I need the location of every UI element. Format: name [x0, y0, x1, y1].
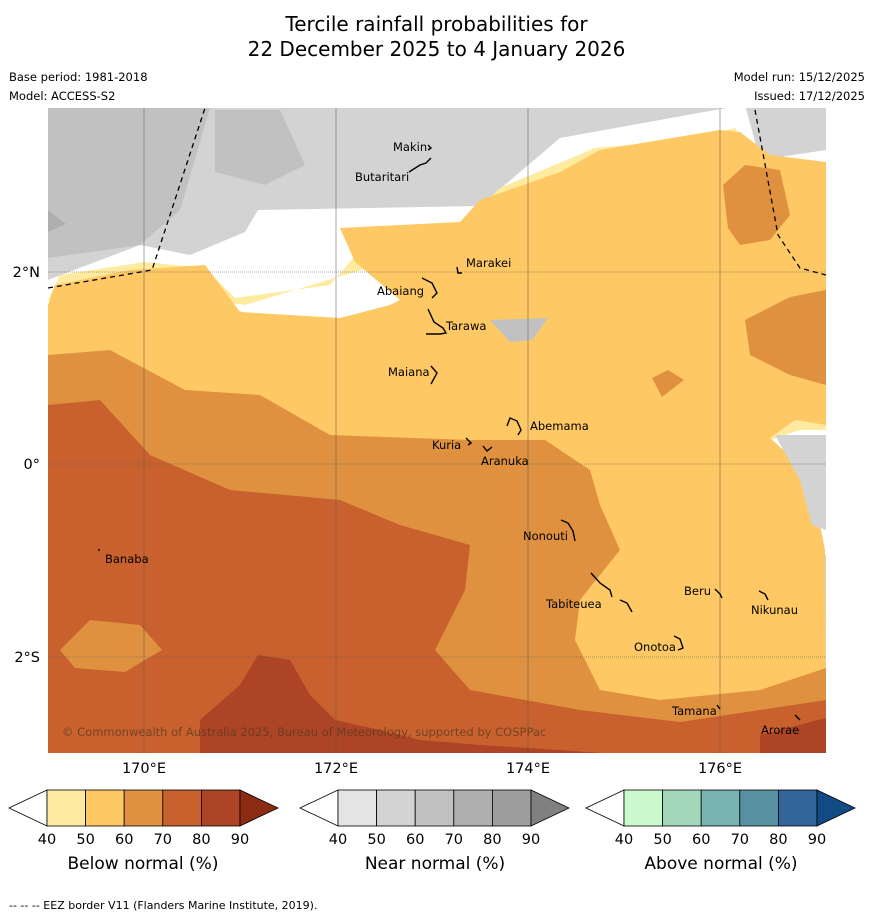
- issued-date: Issued: 17/12/2025: [754, 89, 865, 103]
- lat-label-2n: 2°N: [13, 265, 40, 281]
- near-colorbar-bin: [491, 789, 532, 827]
- above-colorbar-extend-high: [816, 789, 856, 827]
- near-normal-patch-east: [775, 435, 826, 530]
- above-colorbar-tick: 90: [808, 832, 826, 848]
- label-abaiang: Abaiang: [377, 284, 424, 298]
- below-colorbar-tick: 50: [76, 832, 94, 848]
- near-colorbar-tick: 60: [406, 832, 424, 848]
- lon-label-172e: 172°E: [314, 761, 358, 777]
- near-colorbar-extend-high: [530, 789, 570, 827]
- near-colorbar-bin: [414, 789, 455, 827]
- near-colorbar-bin: [453, 789, 493, 827]
- label-kuria: Kuria: [432, 438, 461, 452]
- above-colorbar-bin: [739, 789, 779, 827]
- lon-label-174e: 174°E: [506, 761, 550, 777]
- above-colorbar-extend-low: [585, 789, 625, 827]
- below-colorbar-bin: [162, 789, 202, 827]
- map-panel: Makin Butaritari Marakei Abaiang Tarawa …: [48, 108, 826, 753]
- below-colorbar-tick: 80: [192, 832, 210, 848]
- near-normal-patch-center: [490, 318, 548, 342]
- eez-border: [48, 108, 826, 289]
- title-line-2: 22 December 2025 to 4 January 2026: [247, 37, 626, 61]
- label-tarawa: Tarawa: [445, 319, 486, 333]
- near-colorbar-tick: 80: [483, 832, 501, 848]
- label-tabiteuea: Tabiteuea: [545, 597, 602, 611]
- below-colorbar-bin: [46, 789, 86, 827]
- below-colorbar-extend-low: [8, 789, 48, 827]
- lon-label-176e: 176°E: [698, 761, 742, 777]
- islands: [98, 144, 801, 721]
- colorbar-below-label: Below normal (%): [67, 854, 219, 874]
- map-title: Tercile rainfall probabilities for 22 De…: [0, 12, 873, 62]
- above-colorbar-tick: 50: [653, 832, 671, 848]
- meta-left: Base period: 1981-2018 Model: ACCESS-S2: [9, 68, 148, 106]
- near-colorbar-tick: 70: [445, 832, 463, 848]
- below-normal-70-patch-east-2: [745, 290, 826, 385]
- near-colorbar-bin: [376, 789, 416, 827]
- label-aranuka: Aranuka: [481, 454, 529, 468]
- colorbar-above-label: Above normal (%): [644, 854, 798, 874]
- label-maiana: Maiana: [388, 365, 430, 379]
- label-butaritari: Butaritari: [355, 170, 409, 184]
- above-colorbar-tick: 60: [692, 832, 710, 848]
- above-colorbar-bin: [662, 789, 702, 827]
- label-abemama: Abemama: [530, 419, 589, 433]
- above-colorbar-bin: [623, 789, 663, 827]
- lat-label-0: 0°: [24, 457, 40, 473]
- base-period: Base period: 1981-2018: [9, 70, 148, 84]
- lat-label-2s: 2°S: [14, 650, 40, 666]
- near-colorbar-tick: 40: [329, 832, 347, 848]
- below-colorbar-tick: 70: [154, 832, 172, 848]
- lon-label-170e: 170°E: [122, 761, 166, 777]
- near-colorbar-tick: 90: [522, 832, 540, 848]
- near-normal-60-patch: [48, 108, 210, 258]
- above-colorbar-bin: [700, 789, 741, 827]
- near-colorbar-tick: 50: [367, 832, 385, 848]
- label-beru: Beru: [684, 584, 711, 598]
- below-colorbar-extend-high: [239, 789, 279, 827]
- colorbar-near-label: Near normal (%): [364, 854, 506, 874]
- above-colorbar-tick: 70: [731, 832, 749, 848]
- below-normal-70-island-south: [60, 620, 162, 672]
- below-normal-70-patch-east: [723, 165, 790, 245]
- near-colorbar-extend-low: [299, 789, 339, 827]
- label-marakei: Marakei: [466, 256, 511, 270]
- below-colorbar-bin: [200, 789, 241, 827]
- eez-footnote: -- -- -- EEZ border V11 (Flanders Marine…: [9, 899, 318, 912]
- model-name: Model: ACCESS-S2: [9, 89, 116, 103]
- near-normal-70-patch: [48, 210, 66, 232]
- below-colorbar-bin: [85, 789, 125, 827]
- label-onotoa: Onotoa: [634, 640, 676, 654]
- colorbar-above-normal: 40 50 60 70 80 90: [585, 789, 856, 848]
- below-colorbar-tick: 90: [231, 832, 249, 848]
- below-normal-80-area: [48, 400, 826, 753]
- title-line-1: Tercile rainfall probabilities for: [285, 12, 588, 36]
- label-tamana: Tamana: [671, 704, 717, 718]
- model-run: Model run: 15/12/2025: [733, 70, 865, 84]
- label-makin: Makin: [393, 140, 427, 154]
- label-nikunau: Nikunau: [751, 603, 798, 617]
- colorbar-below-normal: 40 50 60 70 80 90: [8, 789, 279, 848]
- near-normal-60-patch-2: [215, 110, 305, 185]
- above-colorbar-tick: 80: [769, 832, 787, 848]
- near-colorbar-bin: [337, 789, 377, 827]
- below-normal-90-area-east: [760, 718, 826, 753]
- below-normal-90-area: [200, 655, 600, 753]
- above-colorbar-tick: 40: [615, 832, 633, 848]
- graticule: [48, 108, 826, 753]
- below-colorbar-tick: 60: [115, 832, 133, 848]
- below-normal-70-patch-small: [652, 370, 684, 397]
- above-colorbar-bin: [778, 789, 818, 827]
- copyright-note: © Commonwealth of Australia 2025, Bureau…: [62, 725, 546, 739]
- label-nonouti: Nonouti: [523, 529, 568, 543]
- below-colorbar-bin: [123, 789, 164, 827]
- label-arorae: Arorae: [761, 723, 799, 737]
- below-colorbar-tick: 40: [38, 832, 56, 848]
- meta-right: Model run: 15/12/2025 Issued: 17/12/2025: [734, 68, 865, 106]
- label-banaba: Banaba: [105, 552, 149, 566]
- colorbar-near-normal: 40 50 60 70 80 90: [299, 789, 570, 848]
